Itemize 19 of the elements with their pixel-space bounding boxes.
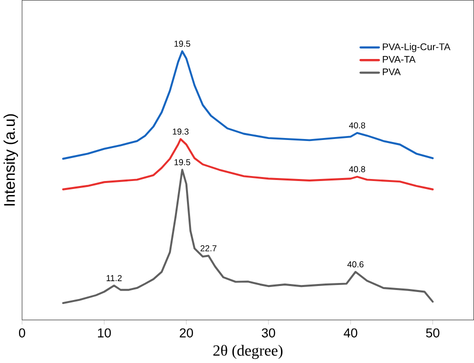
annotation: 11.2 — [106, 275, 122, 282]
legend-label: PVA-Lig-Cur-TA — [382, 43, 450, 52]
legend-label: PVA-TA — [382, 56, 416, 63]
x-axis-title: 2θ (degree) — [213, 345, 282, 360]
annotation: 40.8 — [349, 166, 366, 172]
x-tick-label: 40 — [344, 328, 358, 338]
annotation: 19.5 — [174, 159, 190, 166]
x-tick-label: 50 — [426, 328, 440, 338]
annotation: 40.6 — [347, 262, 364, 268]
y-axis-title: Intensity (a.u) — [4, 114, 18, 206]
annotation: 19.3 — [172, 128, 189, 135]
annotation: 40.8 — [349, 122, 366, 129]
x-tick-label: 0 — [18, 328, 26, 338]
annotation: 19.5 — [174, 40, 190, 47]
x-tick-label: 30 — [262, 328, 276, 338]
legend-label: PVA — [382, 68, 401, 76]
x-tick-label: 20 — [180, 328, 193, 338]
annotation: 22.7 — [200, 245, 216, 252]
x-tick-label: 10 — [98, 328, 111, 338]
